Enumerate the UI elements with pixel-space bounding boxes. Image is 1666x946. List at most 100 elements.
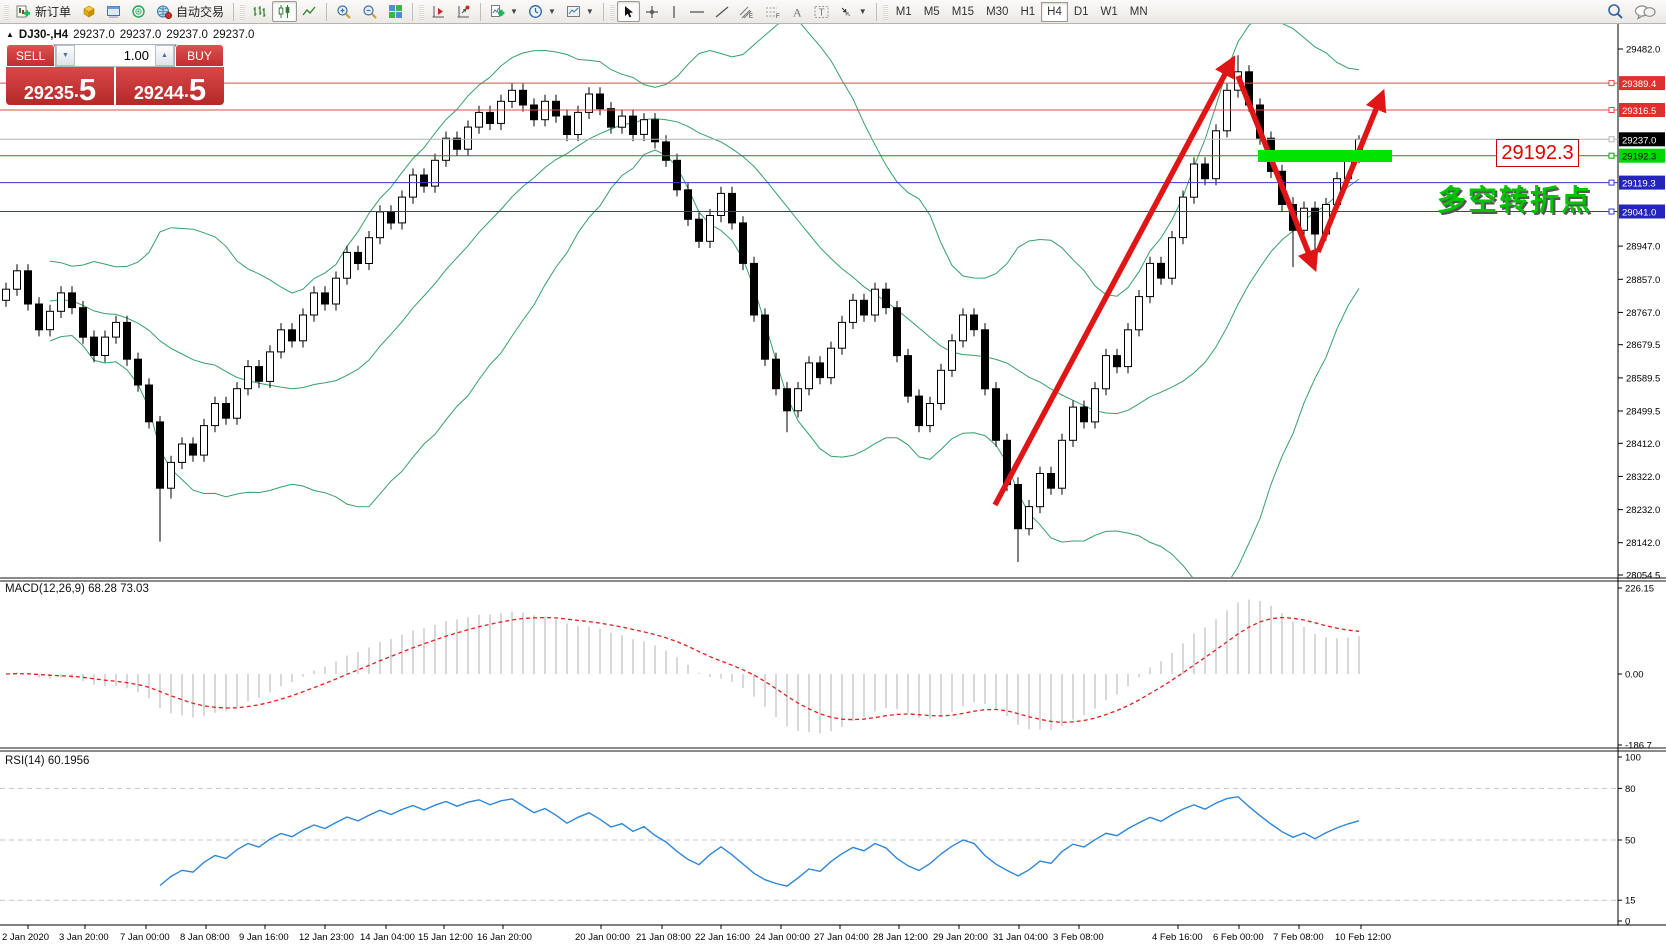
candle-body — [992, 388, 1000, 441]
candle-body — [662, 141, 670, 161]
candlestick-chart-button[interactable] — [272, 1, 298, 22]
axis-tick-label: 28232.0 — [1626, 505, 1660, 516]
zoom-in-button[interactable] — [331, 1, 357, 22]
ohlc-low: 29237.0 — [166, 29, 208, 41]
candle-body — [376, 211, 384, 239]
timeframe-d1-button[interactable]: D1 — [1073, 5, 1089, 18]
vertical-line-button[interactable] — [664, 1, 684, 22]
candle-body — [937, 369, 945, 404]
toolbar-grip[interactable] — [4, 3, 9, 20]
candle-body — [1223, 89, 1231, 132]
collapse-panel-icon[interactable]: ▲ — [6, 29, 14, 39]
search-icon[interactable] — [1607, 3, 1624, 20]
fibonacci-button[interactable]: F — [760, 1, 786, 22]
sell-price[interactable]: 29235. 5 — [6, 67, 114, 105]
zoom-out-button[interactable] — [357, 1, 383, 22]
line-chart-button[interactable] — [297, 1, 322, 22]
timeframe-mn-button[interactable]: MN — [1129, 5, 1148, 18]
sell-button[interactable]: SELL — [6, 44, 55, 67]
candle-body — [1025, 506, 1033, 530]
date-label: 24 Jan 00:00 — [755, 932, 810, 943]
candle-body — [453, 137, 461, 150]
candle-body — [827, 347, 835, 379]
volume-control: ▼ 1.00 ▲ — [55, 44, 175, 67]
bollinger-mid — [49, 118, 1360, 415]
toolbar: 新订单 — [0, 0, 1666, 24]
volume-input[interactable]: 1.00 — [123, 48, 149, 63]
candle-body — [1113, 355, 1121, 368]
timeframe-m5-button[interactable]: M5 — [923, 5, 940, 18]
autotrading-button[interactable]: 自动交易 — [151, 1, 229, 22]
equidistant-channel-icon: E — [739, 6, 753, 19]
dropdown-caret: ▼ — [858, 7, 867, 16]
sell-price-dot: . — [73, 81, 79, 101]
price-annotation-box[interactable]: 29192.3 — [1496, 139, 1579, 167]
timeframe-h4-button[interactable]: H4 — [1041, 1, 1068, 22]
chat-icon[interactable] — [1634, 4, 1656, 20]
horizontal-line-button[interactable] — [684, 1, 710, 22]
candle-body — [607, 108, 615, 128]
date-label: 21 Jan 08:00 — [636, 932, 691, 943]
trend-arrow — [992, 55, 1236, 507]
cursor-button[interactable] — [616, 1, 640, 22]
market-watch-button[interactable] — [76, 1, 101, 22]
price-badge-label: 29237.0 — [1622, 135, 1656, 146]
axis-tick-label: 0.00 — [1625, 670, 1644, 681]
tile-windows-button[interactable] — [383, 1, 408, 22]
trendline-button[interactable] — [710, 1, 734, 22]
timeframe-m1-button[interactable]: M1 — [895, 5, 912, 18]
candle-body — [871, 288, 879, 316]
navigator-button[interactable] — [126, 1, 151, 22]
symbol-period: DJ30-,H4 — [18, 29, 69, 41]
axis-tick-label: 28499.5 — [1626, 407, 1660, 418]
candle-body — [816, 362, 824, 379]
template-button[interactable]: ▼ — [561, 1, 599, 22]
candle-body — [123, 321, 131, 360]
period-button[interactable]: ▼ — [523, 1, 561, 22]
axis-tick-label: 28142.0 — [1626, 538, 1660, 549]
turning-point-note[interactable]: 多空转折点 — [1437, 185, 1593, 217]
date-label: 15 Jan 12:00 — [418, 932, 473, 943]
new-order-button[interactable]: 新订单 — [11, 1, 76, 22]
candle-body — [354, 251, 362, 264]
volume-decrease-button[interactable]: ▼ — [56, 45, 75, 66]
candle-body — [915, 395, 923, 427]
candle-body — [13, 270, 21, 290]
text-button[interactable]: A — [786, 1, 809, 22]
buy-price[interactable]: 29244. 5 — [116, 67, 224, 105]
candle-body — [1179, 196, 1187, 239]
candle-body — [596, 93, 604, 110]
timeframe-m15-button[interactable]: M15 — [951, 5, 975, 18]
timeframe-h1-button[interactable]: H1 — [1020, 5, 1036, 18]
date-label: 28 Jan 12:00 — [873, 932, 928, 943]
step-forward-button[interactable] — [426, 1, 451, 22]
data-window-button[interactable] — [101, 1, 126, 22]
axis-tick-label: 100 — [1625, 753, 1641, 764]
candle-body — [849, 299, 857, 323]
candle-body — [409, 174, 417, 198]
candle-body — [1102, 355, 1110, 390]
equidistant-channel-button[interactable]: E — [734, 1, 760, 22]
text-label-button[interactable]: T — [809, 1, 834, 22]
candle-body — [178, 443, 186, 463]
dropdown-caret: ▼ — [585, 7, 594, 16]
candle-body — [420, 174, 428, 187]
crosshair-button[interactable] — [640, 1, 664, 22]
candle-body — [1047, 473, 1055, 489]
timeframe-w1-button[interactable]: W1 — [1100, 5, 1118, 18]
date-label: 20 Jan 00:00 — [575, 932, 630, 943]
candle-body — [673, 159, 681, 191]
axis-tick-label: 28412.0 — [1626, 439, 1660, 450]
step-end-button[interactable] — [451, 1, 476, 22]
level-end-marker — [1608, 80, 1615, 87]
rsi-pane — [0, 787, 1618, 901]
timeframe-m30-button[interactable]: M30 — [986, 5, 1009, 18]
bar-chart-button[interactable] — [247, 1, 272, 22]
candle-body — [321, 292, 329, 305]
buy-button[interactable]: BUY — [175, 44, 224, 67]
add-indicator-button[interactable]: ▼ — [485, 1, 523, 22]
arrows-button[interactable]: ▼ — [834, 1, 872, 22]
volume-increase-button[interactable]: ▲ — [155, 45, 174, 66]
